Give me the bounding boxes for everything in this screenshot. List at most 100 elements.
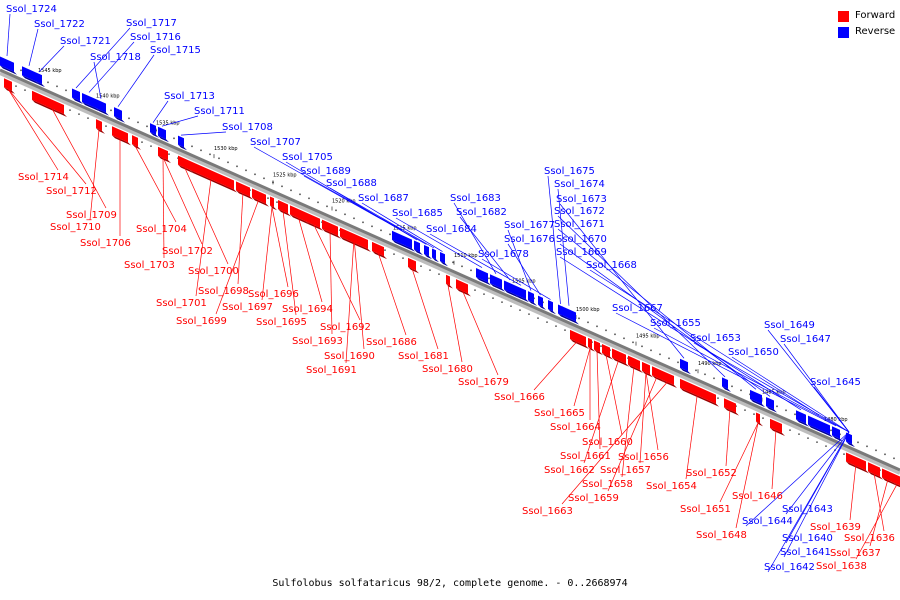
forward-gene-7 xyxy=(190,160,237,193)
gene-shadow xyxy=(766,405,777,413)
track-dot xyxy=(200,149,202,152)
reverse-gene-label: Ssol_1670 xyxy=(556,234,607,245)
track-dot xyxy=(830,429,832,432)
reverse-gene-label: Ssol_1675 xyxy=(544,166,595,177)
track-dot xyxy=(668,357,670,360)
track-dot xyxy=(335,209,337,212)
gene-shadow xyxy=(178,144,187,151)
forward-gene-33 xyxy=(846,452,869,474)
track-dot xyxy=(326,205,328,208)
gene-body xyxy=(770,418,782,434)
forward-gene-label: Ssol_1706 xyxy=(80,238,131,249)
track-dot xyxy=(816,441,818,444)
forward-leader-line xyxy=(271,206,289,288)
gene-shadow xyxy=(724,407,739,416)
gene-body xyxy=(32,90,64,114)
track-dot xyxy=(267,197,269,200)
forward-gene-label: Ssol_1690 xyxy=(324,351,375,362)
gene-body xyxy=(112,126,128,143)
gene-shadow xyxy=(756,421,763,427)
genome-caption: Sulfolobus solfataricus 98/2, complete g… xyxy=(272,578,628,589)
reverse-gene-label: Ssol_1718 xyxy=(90,52,141,63)
track-dot xyxy=(69,109,71,112)
track-dot xyxy=(596,325,598,328)
gene-shadow xyxy=(72,97,83,105)
gene-body xyxy=(322,219,338,236)
forward-leader-line xyxy=(561,380,669,505)
reverse-gene-3 xyxy=(72,88,83,105)
track-dot xyxy=(47,81,49,84)
gene-shadow xyxy=(868,471,883,480)
reverse-gene-label: Ssol_1705 xyxy=(282,152,333,163)
gene-shadow xyxy=(504,289,519,298)
track-dot xyxy=(695,369,697,372)
gene-shadow xyxy=(270,205,277,211)
track-dot xyxy=(78,113,80,116)
gene-body xyxy=(612,348,626,364)
track-dot xyxy=(528,313,530,316)
forward-gene-label: Ssol_1709 xyxy=(66,210,117,221)
track-dot xyxy=(438,273,440,276)
forward-leader-line xyxy=(7,88,87,185)
gene-shadow xyxy=(562,315,579,325)
track-dot xyxy=(632,341,634,344)
forward-gene-label: Ssol_1660 xyxy=(582,437,633,448)
gene-shadow xyxy=(190,169,237,193)
forward-gene-26 xyxy=(642,361,653,378)
track-dot xyxy=(843,453,845,456)
gene-body xyxy=(270,196,274,208)
track-dot xyxy=(150,145,152,148)
kbp-tick-label: 1540 kbp xyxy=(96,94,120,100)
reverse-gene-13 xyxy=(432,248,439,263)
kbp-tick-label: 1530 kbp xyxy=(214,146,238,152)
reverse-leader-line xyxy=(693,342,850,433)
track-dot xyxy=(884,453,886,456)
gene-body xyxy=(490,274,502,289)
gene-shadow xyxy=(150,132,159,138)
gene-shadow xyxy=(446,283,453,289)
reverse-gene-label: Ssol_1649 xyxy=(764,320,815,331)
forward-gene-28 xyxy=(662,370,677,389)
reverse-gene-19 xyxy=(528,291,537,306)
gene-body xyxy=(22,66,36,82)
reverse-leader-line xyxy=(507,243,541,296)
reverse-leader-line xyxy=(767,431,850,573)
forward-leader-line xyxy=(873,472,885,532)
gene-body xyxy=(178,155,190,170)
gene-shadow xyxy=(588,346,595,352)
reverse-gene-label: Ssol_1668 xyxy=(586,260,637,271)
forward-swatch xyxy=(838,10,849,22)
gene-body xyxy=(538,295,543,307)
forward-gene-label: Ssol_1681 xyxy=(398,351,449,362)
gene-shadow xyxy=(538,304,546,310)
gene-body xyxy=(306,212,320,228)
gene-shadow xyxy=(158,135,169,143)
gene-body xyxy=(504,280,516,295)
forward-leader-line xyxy=(725,408,731,467)
forward-leader-line xyxy=(353,238,365,350)
forward-gene-35 xyxy=(882,468,897,486)
forward-gene-label: Ssol_1664 xyxy=(550,422,601,433)
reverse-gene-8 xyxy=(158,126,169,143)
reverse-leader-line xyxy=(395,217,483,268)
legend-forward-label: Forward xyxy=(855,10,896,21)
forward-leader-line xyxy=(533,340,579,391)
forward-gene-label: Ssol_1712 xyxy=(46,186,97,197)
forward-leader-line xyxy=(345,238,355,364)
track-dot xyxy=(87,117,89,120)
gene-shadow xyxy=(322,228,341,239)
track-dot xyxy=(276,201,278,204)
reverse-gene-17 xyxy=(504,280,519,298)
gene-body xyxy=(236,181,250,197)
track-dot xyxy=(146,125,148,128)
forward-gene-label: Ssol_1702 xyxy=(162,246,213,257)
track-dot xyxy=(308,197,310,200)
kbp-tick-label: 1490 kbp xyxy=(698,361,722,367)
gene-shadow xyxy=(114,116,125,123)
reverse-leader-line xyxy=(507,229,532,291)
reverse-gene-label: Ssol_1684 xyxy=(426,224,477,235)
track-dot xyxy=(807,437,809,440)
gene-body xyxy=(114,107,122,120)
gene-shadow xyxy=(628,364,643,373)
track-dot xyxy=(731,385,733,388)
